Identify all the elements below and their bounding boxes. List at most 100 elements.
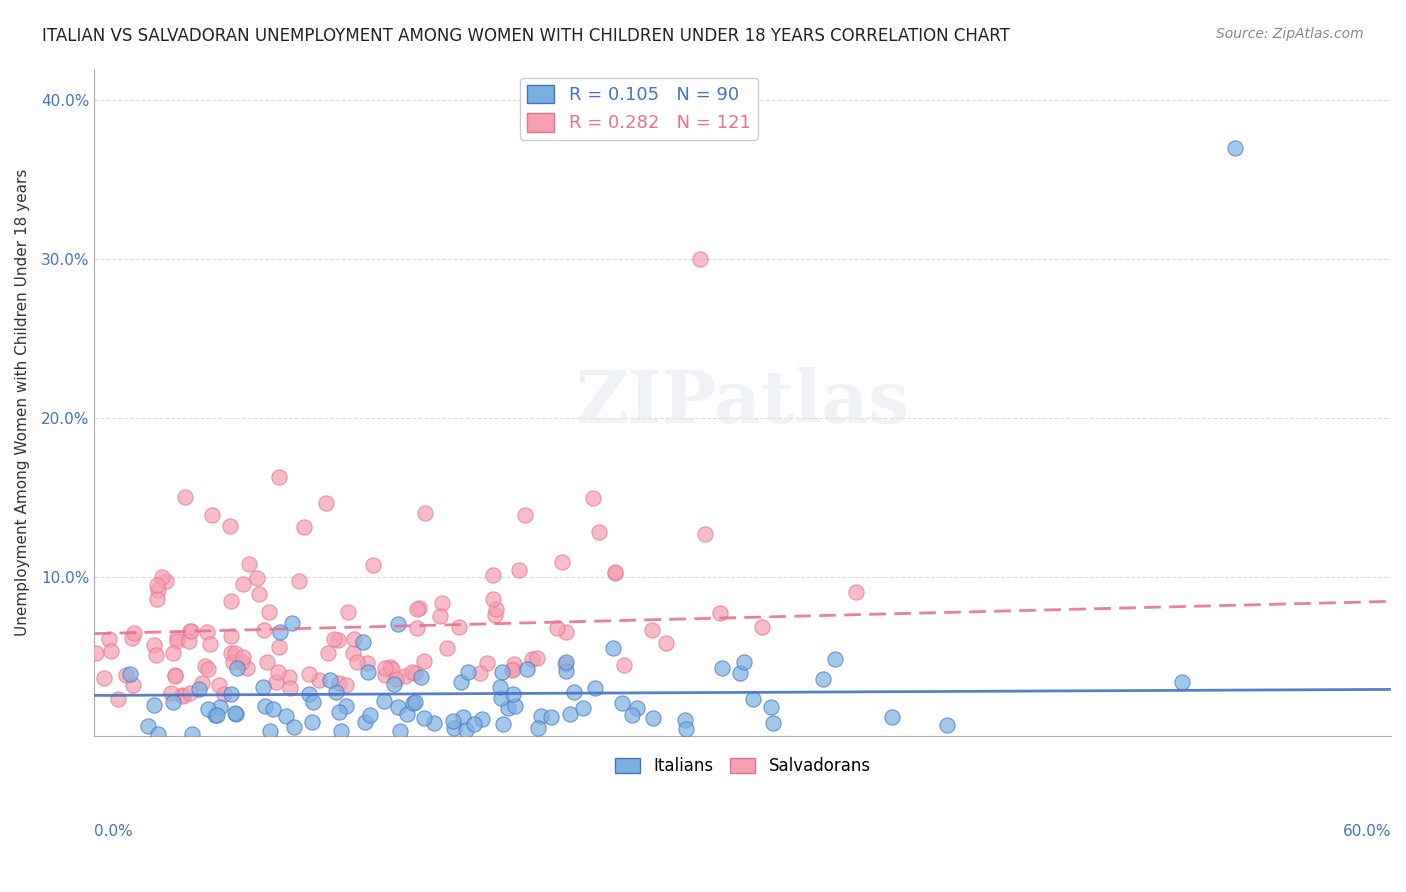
Italians xyxy=(610,696,633,710)
Salvadorans xyxy=(257,605,280,619)
Text: 60.0%: 60.0% xyxy=(1343,824,1391,838)
Salvadorans xyxy=(277,670,299,684)
Italians xyxy=(319,673,342,688)
Salvadorans xyxy=(155,574,177,588)
Salvadorans xyxy=(221,593,243,607)
Italians xyxy=(354,714,377,729)
Salvadorans xyxy=(436,640,458,655)
Salvadorans xyxy=(160,686,183,700)
Italians xyxy=(527,721,550,735)
Italians xyxy=(283,720,305,734)
Italians xyxy=(492,716,515,731)
Italians xyxy=(471,712,494,726)
Italians xyxy=(762,715,785,730)
Salvadorans xyxy=(408,601,430,615)
Salvadorans xyxy=(256,655,278,669)
Salvadorans xyxy=(384,672,406,686)
Salvadorans xyxy=(201,508,224,523)
Italians xyxy=(404,695,426,709)
Italians xyxy=(489,691,512,706)
Italians xyxy=(491,665,513,680)
Salvadorans xyxy=(381,661,404,675)
Salvadorans xyxy=(124,625,146,640)
Salvadorans xyxy=(298,666,321,681)
Salvadorans xyxy=(231,655,253,669)
Salvadorans xyxy=(337,605,360,619)
Italians xyxy=(540,710,562,724)
Italians xyxy=(813,673,835,687)
Salvadorans xyxy=(503,657,526,671)
Legend: Italians, Salvadorans: Italians, Salvadorans xyxy=(609,750,877,781)
Italians xyxy=(503,698,526,713)
Salvadorans xyxy=(404,666,426,681)
Salvadorans xyxy=(107,691,129,706)
Italians xyxy=(146,727,169,741)
Salvadorans xyxy=(267,469,290,483)
Italians xyxy=(562,684,585,698)
Salvadorans xyxy=(121,631,143,645)
Italians xyxy=(301,714,323,729)
Salvadorans xyxy=(238,557,260,571)
Salvadorans xyxy=(378,660,401,674)
Salvadorans xyxy=(221,647,243,661)
Salvadorans xyxy=(197,662,219,676)
Italians xyxy=(516,662,538,676)
Italians xyxy=(280,615,302,630)
Salvadorans xyxy=(179,624,201,638)
Salvadorans xyxy=(482,568,505,582)
Italians xyxy=(454,723,477,738)
Salvadorans xyxy=(484,608,506,623)
Salvadorans xyxy=(172,689,194,703)
Text: 0.0%: 0.0% xyxy=(94,824,134,838)
Italians xyxy=(1171,674,1194,689)
Italians xyxy=(936,718,959,732)
Salvadorans xyxy=(207,678,229,692)
Italians xyxy=(411,670,433,684)
Salvadorans xyxy=(373,667,395,681)
Italians xyxy=(335,698,357,713)
Italians xyxy=(262,702,284,716)
Italians xyxy=(120,666,142,681)
Salvadorans xyxy=(162,646,184,660)
Salvadorans xyxy=(356,656,378,670)
Salvadorans xyxy=(361,558,384,572)
Salvadorans xyxy=(501,663,523,677)
Salvadorans xyxy=(247,587,270,601)
Salvadorans xyxy=(405,621,427,635)
Salvadorans xyxy=(468,666,491,681)
Italians xyxy=(254,699,277,714)
Italians xyxy=(710,661,733,675)
Salvadorans xyxy=(150,570,173,584)
Salvadorans xyxy=(172,689,194,703)
Salvadorans xyxy=(166,633,188,648)
Italians xyxy=(555,665,578,679)
Italians xyxy=(728,665,751,680)
Italians xyxy=(457,665,479,679)
Italians xyxy=(675,722,697,736)
Salvadorans xyxy=(195,624,218,639)
Salvadorans xyxy=(751,620,773,634)
Italians xyxy=(443,721,465,735)
Italians xyxy=(373,693,395,707)
Salvadorans xyxy=(328,676,350,690)
Salvadorans xyxy=(554,657,576,671)
Salvadorans xyxy=(84,646,107,660)
Italians xyxy=(302,695,325,709)
Italians xyxy=(225,661,247,675)
Salvadorans xyxy=(200,637,222,651)
Salvadorans xyxy=(191,676,214,690)
Salvadorans xyxy=(429,608,451,623)
Salvadorans xyxy=(316,646,339,660)
Italians xyxy=(741,692,763,706)
Salvadorans xyxy=(554,624,576,639)
Italians xyxy=(207,707,229,722)
Salvadorans xyxy=(235,661,257,675)
Italians xyxy=(357,665,380,679)
Salvadorans xyxy=(401,665,423,679)
Salvadorans xyxy=(693,527,716,541)
Salvadorans xyxy=(179,686,201,700)
Salvadorans xyxy=(146,583,169,598)
Italians xyxy=(142,698,165,713)
Italians xyxy=(353,634,375,648)
Salvadorans xyxy=(550,556,572,570)
